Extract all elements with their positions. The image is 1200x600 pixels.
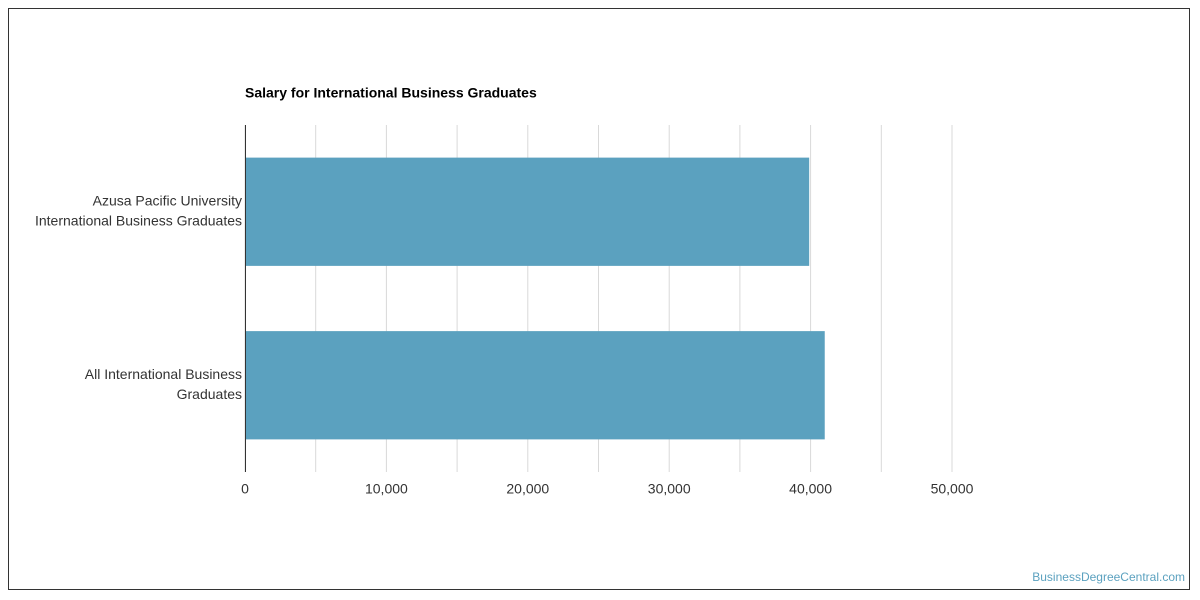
x-tick-label: 40,000 (789, 481, 832, 497)
y-tick-label: International Business Graduates (35, 212, 242, 228)
x-tick-label: 10,000 (365, 481, 408, 497)
y-tick-label: Graduates (177, 386, 242, 402)
chart-title: Salary for International Business Gradua… (245, 85, 537, 101)
x-tick-label: 0 (241, 481, 249, 497)
bar (245, 157, 810, 266)
x-tick-label: 30,000 (648, 481, 691, 497)
y-tick-label: Azusa Pacific University (93, 192, 242, 208)
source: BusinessDegreeCentral.com (1032, 570, 1185, 584)
y-tick-label: All International Business (85, 366, 242, 382)
x-tick-label: 50,000 (931, 481, 974, 497)
x-tick-label: 20,000 (506, 481, 549, 497)
bar (245, 331, 825, 440)
